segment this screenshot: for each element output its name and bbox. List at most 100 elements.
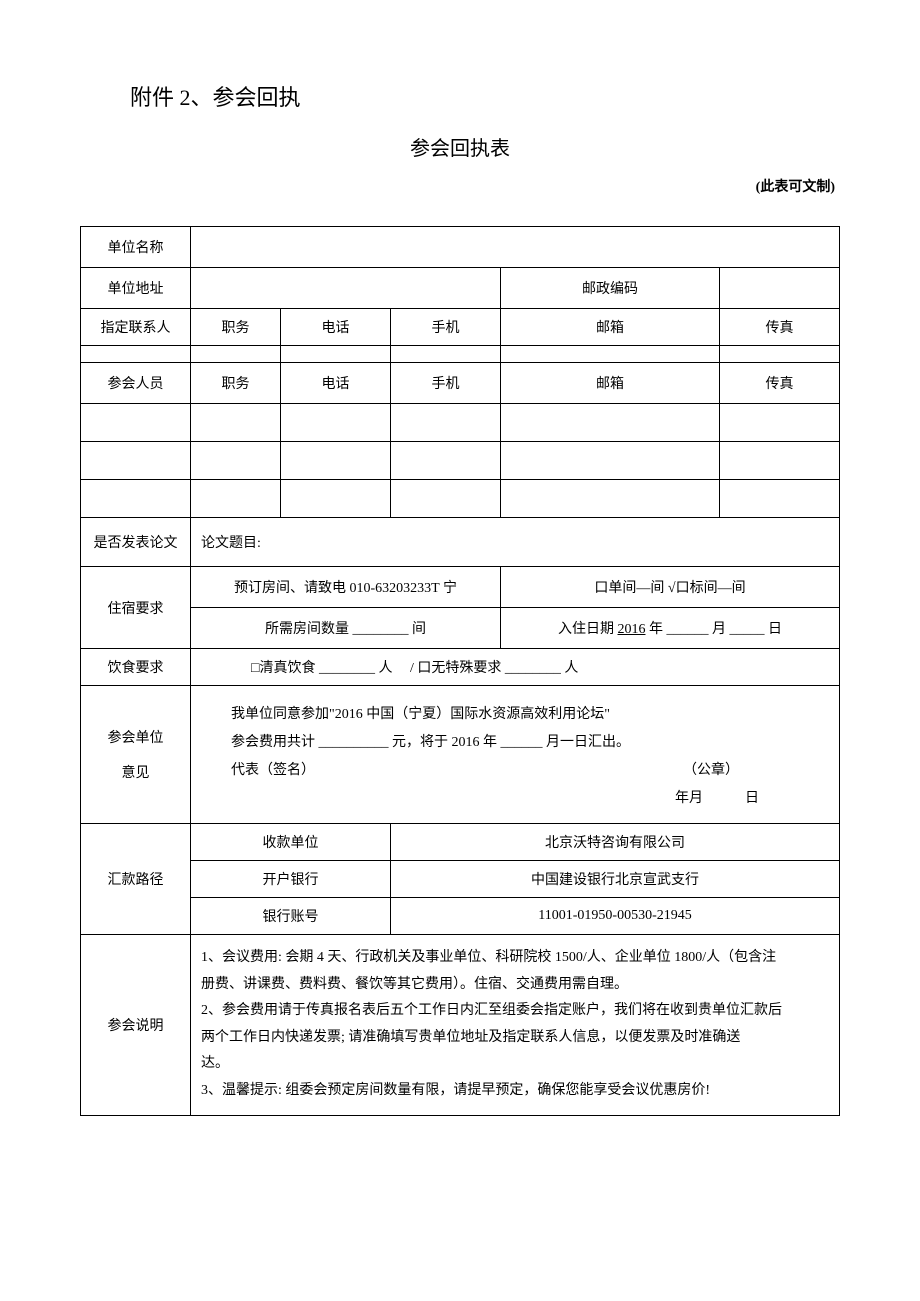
payee-label: 收款单位 — [191, 824, 391, 861]
attendee-fax-value[interactable] — [720, 404, 840, 442]
mobile-label: 手机 — [391, 309, 501, 346]
attendee-email-value[interactable] — [501, 480, 720, 518]
contact-person-label: 指定联系人 — [81, 309, 191, 346]
notes-label: 参会说明 — [81, 935, 191, 1116]
note-line: 达。 — [201, 1051, 829, 1078]
table-row: 汇款路径 收款单位 北京沃特咨询有限公司 — [81, 824, 840, 861]
attendee-mobile-value[interactable] — [391, 442, 501, 480]
attendee-name-value[interactable] — [81, 404, 191, 442]
contact-email-value[interactable] — [501, 346, 720, 363]
signature-label: 代表（签名） — [231, 757, 315, 785]
header-section: 附件 2、参会回执 参会回执表 (此表可文制) — [80, 80, 840, 196]
postal-code-label: 邮政编码 — [501, 268, 720, 309]
signature-line: 代表（签名） （公章） — [231, 757, 819, 785]
checkin-prefix: 入住日期 — [558, 622, 618, 637]
table-row: 饮食要求 □清真饮食 ________ 人 / 口无特殊要求 ________ … — [81, 649, 840, 686]
payee-value: 北京沃特咨询有限公司 — [391, 824, 840, 861]
room-count[interactable]: 所需房间数量 ________ 间 — [191, 608, 501, 649]
table-row — [81, 480, 840, 518]
opinion-label: 参会单位 意见 — [81, 686, 191, 824]
contact-position-value[interactable] — [191, 346, 281, 363]
table-row — [81, 346, 840, 363]
attendee-mobile-value[interactable] — [391, 404, 501, 442]
table-row: 指定联系人 职务 电话 手机 邮箱 传真 — [81, 309, 840, 346]
unit-address-label: 单位地址 — [81, 268, 191, 309]
notes-content: 1、会议费用: 会期 4 天、行政机关及事业单位、科研院校 1500/人、企业单… — [191, 935, 840, 1116]
opinion-date: 年月 日 — [231, 785, 819, 813]
note-line: 册费、讲课费、费料费、餐饮等其它费用）。住宿、交通费用需自理。 — [201, 972, 829, 999]
attendee-position-value[interactable] — [191, 480, 281, 518]
table-row: 是否发表论文 论文题目: — [81, 518, 840, 567]
attendee-fax-value[interactable] — [720, 480, 840, 518]
opinion-line1: 我单位同意参加"2016 中国（宁夏）国际水资源高效利用论坛" — [231, 701, 819, 729]
diet-content[interactable]: □清真饮食 ________ 人 / 口无特殊要求 ________ 人 — [191, 649, 840, 686]
attendee-email-value[interactable] — [501, 404, 720, 442]
form-title: 参会回执表 — [80, 132, 840, 161]
attendee-mobile-value[interactable] — [391, 480, 501, 518]
table-row: 所需房间数量 ________ 间 入住日期 2016 年 ______ 月 _… — [81, 608, 840, 649]
table-row — [81, 442, 840, 480]
bank-value: 中国建设银行北京宣武支行 — [391, 861, 840, 898]
opinion-label-line1: 参会单位 — [89, 722, 182, 762]
room-option[interactable]: 口单间—间 √口标间—间 — [501, 567, 840, 608]
postal-code-value[interactable] — [720, 268, 840, 309]
table-row: 单位地址 邮政编码 — [81, 268, 840, 309]
table-row: 参会说明 1、会议费用: 会期 4 天、行政机关及事业单位、科研院校 1500/… — [81, 935, 840, 1116]
opinion-label-line2: 意见 — [89, 762, 182, 787]
attendee-email-value[interactable] — [501, 442, 720, 480]
phone-label: 电话 — [281, 309, 391, 346]
lodging-label: 住宿要求 — [81, 567, 191, 649]
account-value: 11001-01950-00530-21945 — [391, 898, 840, 935]
attendee-phone-value[interactable] — [281, 442, 391, 480]
note-line: 两个工作日内快递发票; 请准确填写贵单位地址及指定联系人信息，以便发票及时准确送 — [201, 1025, 829, 1052]
email-label: 邮箱 — [501, 309, 720, 346]
checkin-suffix: 年 ______ 月 _____ 日 — [646, 622, 783, 637]
contact-name-value[interactable] — [81, 346, 191, 363]
unit-address-value[interactable] — [191, 268, 501, 309]
contact-fax-value[interactable] — [720, 346, 840, 363]
seal-label: （公章） — [683, 757, 739, 785]
registration-form-table: 单位名称 单位地址 邮政编码 指定联系人 职务 电话 手机 邮箱 传真 参会人员… — [80, 226, 840, 1116]
checkin-year: 2016 — [618, 622, 646, 637]
account-label: 银行账号 — [191, 898, 391, 935]
attendee-position-value[interactable] — [191, 404, 281, 442]
diet-label: 饮食要求 — [81, 649, 191, 686]
attendee-label: 参会人员 — [81, 363, 191, 404]
table-row: 住宿要求 预订房间、请致电 010-63203233T 宁 口单间—间 √口标间… — [81, 567, 840, 608]
position-label: 职务 — [191, 309, 281, 346]
checkin-date[interactable]: 入住日期 2016 年 ______ 月 _____ 日 — [501, 608, 840, 649]
bank-label: 开户银行 — [191, 861, 391, 898]
email-label-2: 邮箱 — [501, 363, 720, 404]
contact-mobile-value[interactable] — [391, 346, 501, 363]
table-row: 开户银行 中国建设银行北京宣武支行 — [81, 861, 840, 898]
position-label-2: 职务 — [191, 363, 281, 404]
table-row: 参会人员 职务 电话 手机 邮箱 传真 — [81, 363, 840, 404]
table-row: 参会单位 意见 我单位同意参加"2016 中国（宁夏）国际水资源高效利用论坛" … — [81, 686, 840, 824]
contact-phone-value[interactable] — [281, 346, 391, 363]
unit-name-value[interactable] — [191, 227, 840, 268]
table-row: 单位名称 — [81, 227, 840, 268]
attachment-title: 附件 2、参会回执 — [130, 80, 840, 112]
attendee-fax-value[interactable] — [720, 442, 840, 480]
attendee-phone-value[interactable] — [281, 480, 391, 518]
note-line: 3、温馨提示: 组委会预定房间数量有限，请提早预定，确保您能享受会议优惠房价! — [201, 1078, 829, 1105]
fax-label-2: 传真 — [720, 363, 840, 404]
copy-note: (此表可文制) — [80, 176, 840, 196]
fax-label: 传真 — [720, 309, 840, 346]
note-line: 1、会议费用: 会期 4 天、行政机关及事业单位、科研院校 1500/人、企业单… — [201, 945, 829, 972]
table-row — [81, 404, 840, 442]
booking-phone: 预订房间、请致电 010-63203233T 宁 — [191, 567, 501, 608]
unit-name-label: 单位名称 — [81, 227, 191, 268]
attendee-name-value[interactable] — [81, 442, 191, 480]
paper-title-label[interactable]: 论文题目: — [191, 518, 840, 567]
publish-paper-label: 是否发表论文 — [81, 518, 191, 567]
attendee-name-value[interactable] — [81, 480, 191, 518]
opinion-line2: 参会费用共计 __________ 元，将于 2016 年 ______ 月一日… — [231, 729, 819, 757]
payment-route-label: 汇款路径 — [81, 824, 191, 935]
attendee-position-value[interactable] — [191, 442, 281, 480]
note-line: 2、参会费用请于传真报名表后五个工作日内汇至组委会指定账户，我们将在收到贵单位汇… — [201, 998, 829, 1025]
attendee-phone-value[interactable] — [281, 404, 391, 442]
opinion-content[interactable]: 我单位同意参加"2016 中国（宁夏）国际水资源高效利用论坛" 参会费用共计 _… — [191, 686, 840, 824]
phone-label-2: 电话 — [281, 363, 391, 404]
mobile-label-2: 手机 — [391, 363, 501, 404]
